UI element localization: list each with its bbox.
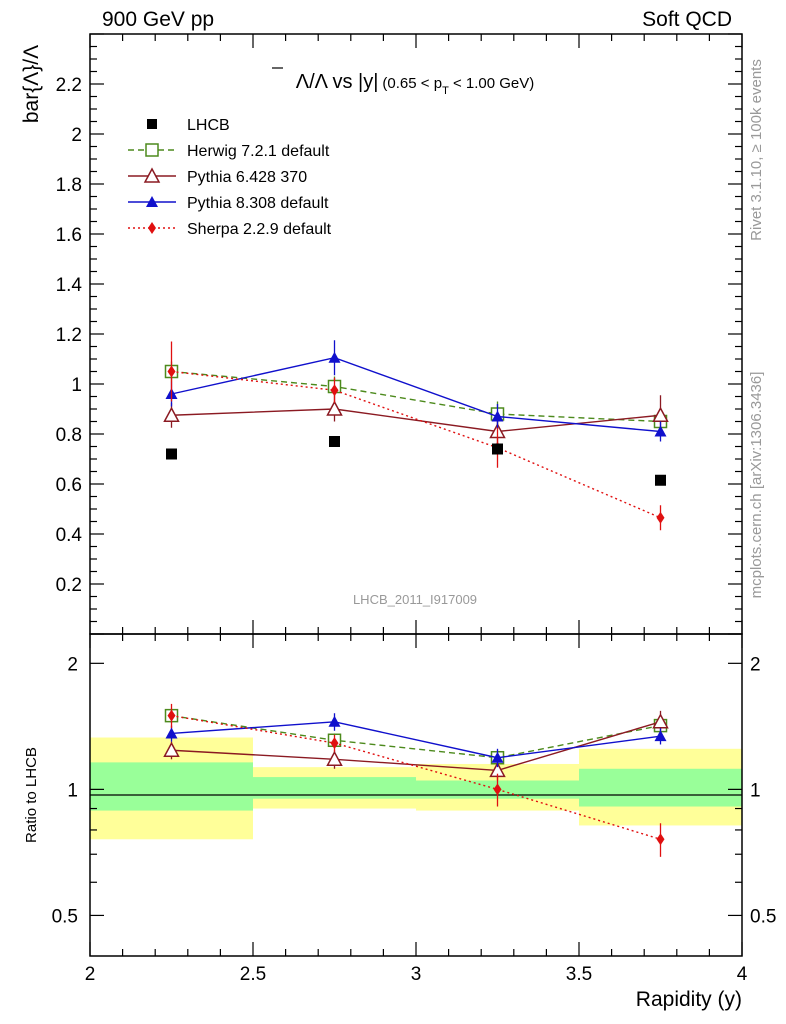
series-3-ratio-point — [328, 715, 341, 727]
series-2-main-point — [652, 406, 669, 422]
series-2-main-point — [163, 406, 180, 422]
ratio-y-axis-label: Ratio to LHCB — [23, 747, 40, 843]
plot-title: Λ/Λ vs |y| (0.65 < pT < 1.00 GeV) — [296, 71, 535, 97]
legend-label: LHCB — [187, 117, 230, 134]
ratio-y-tick-label: 1 — [67, 780, 78, 801]
series-4-main-point — [656, 511, 665, 524]
legend-label: Sherpa 2.2.9 default — [187, 221, 332, 238]
x-tick-label: 3 — [411, 964, 422, 985]
ratio-y-tick-label-right: 2 — [750, 654, 761, 675]
legend-marker — [147, 119, 157, 129]
y-tick-label: 0.2 — [56, 575, 82, 596]
header-right: Soft QCD — [642, 8, 732, 31]
series-2-ratio-point — [326, 750, 343, 767]
series-4-main-line — [171, 370, 661, 519]
series-3-main-point — [654, 425, 667, 437]
analysis-watermark: LHCB_2011_I917009 — [353, 592, 477, 607]
ratio-y-tick-label: 2 — [67, 654, 78, 675]
series-3-ratio-point — [165, 727, 178, 739]
series-4-ratio-point — [167, 709, 176, 722]
y-tick-label: 0.4 — [56, 525, 83, 546]
mcplots-reference-label: mcplots.cern.ch [arXiv:1306.3436] — [748, 372, 765, 599]
series-3-main-point — [328, 351, 341, 363]
series-3-main-line — [171, 357, 661, 433]
series-3-ratio-line — [171, 721, 661, 759]
legend-label: Pythia 8.308 default — [187, 195, 329, 212]
series-1-main-line — [171, 370, 661, 423]
legend-marker — [145, 143, 159, 157]
y-tick-label: 1.8 — [56, 175, 82, 196]
y-tick-label: 1.6 — [56, 225, 82, 246]
y-axis-label: bar{Λ}/Λ — [20, 45, 43, 123]
legend: LHCB Herwig 7.2.1 default Pythia 6.428 370… — [128, 117, 332, 238]
data-markers — [166, 436, 666, 486]
ratio-band-inner — [579, 768, 742, 807]
ratio-band-inner — [90, 762, 253, 811]
series-4-ratio-point — [330, 737, 339, 750]
x-tick-label: 2.5 — [240, 964, 266, 985]
axes-layer: 2 2.5 3 3.5 4 0.2 0.4 0.6 0.8 1 1.2 1.4 1.6 1.8 2 2.2 0.… — [52, 33, 776, 985]
series-4-ratio-point — [656, 833, 665, 846]
legend-marker — [143, 167, 161, 183]
y-tick-label: 2.2 — [56, 75, 82, 96]
y-tick-label: 2 — [71, 125, 82, 146]
ratio-y-tick-label: 0.5 — [52, 906, 78, 927]
ratio-y-tick-label-right: 0.5 — [750, 906, 776, 927]
lhcb-data-point — [329, 436, 340, 447]
series-3-ratio-point — [491, 751, 504, 763]
y-tick-label: 1.2 — [56, 325, 82, 346]
legend-marker — [146, 196, 158, 207]
legend-label: Pythia 6.428 370 — [187, 169, 307, 186]
x-axis-label: Rapidity (y) — [636, 988, 742, 1011]
header-left: 900 GeV pp — [102, 8, 215, 31]
series-2-main-line — [171, 408, 661, 433]
y-tick-label: 0.8 — [56, 425, 82, 446]
x-tick-label: 2 — [85, 964, 96, 985]
series-2-ratio-line — [171, 721, 661, 772]
series-2-main-point — [326, 400, 343, 416]
lhcb-data-point — [492, 443, 503, 455]
lhcb-data-point — [655, 474, 666, 486]
rivet-version-label: Rivet 3.1.10, ≥ 100k events — [748, 59, 765, 241]
ratio-y-tick-label-right: 1 — [750, 780, 761, 801]
series-layer — [163, 340, 669, 857]
x-tick-label: 3.5 — [566, 964, 592, 985]
x-tick-label: 4 — [737, 964, 748, 985]
series-2-ratio-point — [163, 741, 180, 758]
series-4-ratio-point — [493, 783, 502, 796]
ratio-band-inner — [253, 777, 416, 799]
series-3-main-point — [491, 410, 504, 422]
y-tick-label: 1 — [71, 375, 82, 396]
y-tick-label: 0.6 — [56, 475, 82, 496]
series-4-main-point — [167, 365, 176, 378]
series-4-main-point — [330, 384, 339, 397]
ratio-bands — [90, 737, 742, 840]
y-tick-label: 1.4 — [56, 275, 83, 296]
lhcb-data-point — [166, 448, 177, 460]
series-4-ratio-line — [171, 714, 661, 840]
series-3-ratio-point — [654, 730, 667, 742]
legend-label: Herwig 7.2.1 default — [187, 143, 330, 160]
series-2-ratio-point — [652, 713, 669, 729]
legend-marker — [148, 222, 156, 234]
